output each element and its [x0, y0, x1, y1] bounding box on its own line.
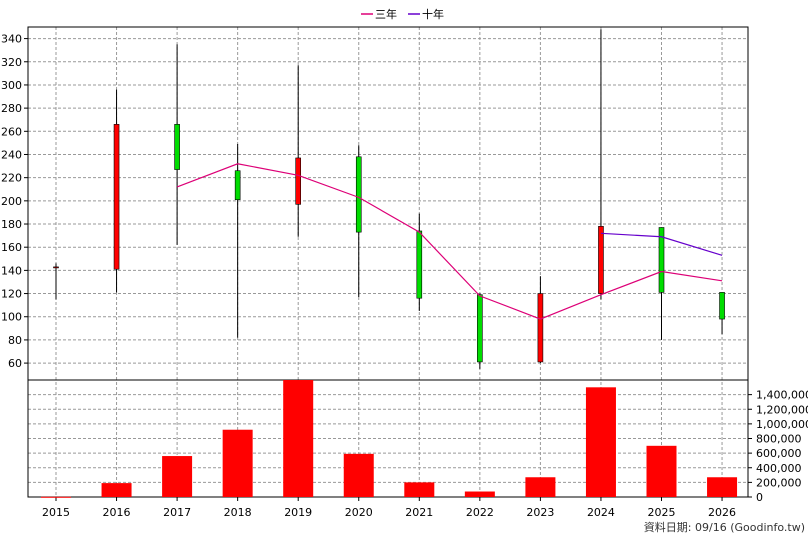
year-tick-label: 2026: [708, 506, 736, 519]
volume-bar: [404, 482, 435, 497]
candle-body: [477, 294, 483, 363]
candle-body: [719, 292, 725, 320]
volume-bar: [41, 496, 71, 498]
price-tick-label: 120: [1, 288, 22, 301]
price-tick-label: 240: [1, 148, 22, 161]
volume-bar: [464, 491, 495, 497]
price-tick-label: 80: [8, 334, 22, 347]
volume-bar: [101, 483, 132, 497]
price-tick-label: 260: [1, 125, 22, 138]
price-axis-ticks: 60 80 100 120 140 160 180 200 220 240 260 280 300 320…: [1, 33, 28, 370]
price-tick-label: 340: [1, 33, 22, 46]
year-axis-ticks: 2015 2016 2017 2018 2019 2020 2021 2022 2023 2024…: [42, 497, 736, 519]
price-tick-label: 220: [1, 172, 22, 185]
volume-bar: [646, 445, 677, 497]
candle-body: [113, 124, 120, 270]
price-tick-label: 180: [1, 218, 22, 231]
volume-tick-label: 600,000: [756, 447, 802, 460]
ma-3y-line: [176, 163, 723, 320]
year-tick-label: 2016: [103, 506, 131, 519]
volume-bar: [707, 477, 738, 497]
year-tick-label: 2024: [587, 506, 615, 519]
candle-body: [234, 170, 241, 200]
plot-border: [27, 26, 749, 498]
candle-body: [53, 266, 59, 269]
volume-tick-label: 400,000: [756, 462, 802, 475]
volume-bar: [525, 477, 556, 497]
price-tick-label: 200: [1, 195, 22, 208]
candlesticks: [53, 29, 725, 369]
year-tick-label: 2018: [224, 506, 252, 519]
candle-body: [658, 227, 665, 293]
candle-body: [416, 230, 423, 299]
volume-bar: [343, 453, 374, 497]
year-tick-label: 2023: [526, 506, 554, 519]
price-tick-label: 280: [1, 102, 22, 115]
volume-tick-label: 1,200,000: [756, 403, 808, 416]
candle-body: [295, 157, 302, 205]
volume-bar: [222, 429, 253, 497]
year-tick-label: 2020: [345, 506, 373, 519]
year-tick-label: 2021: [405, 506, 433, 519]
volume-tick-label: 1,000,000: [756, 418, 808, 431]
volume-bar: [162, 456, 193, 497]
volume-bar: [585, 387, 616, 497]
year-tick-label: 2022: [466, 506, 494, 519]
price-tick-label: 140: [1, 264, 22, 277]
plot-frame: [27, 26, 749, 498]
year-tick-label: 2017: [163, 506, 191, 519]
grid-lines: [28, 27, 748, 497]
year-tick-label: 2025: [648, 506, 676, 519]
candle-body: [174, 124, 180, 170]
moving-average-lines: [176, 163, 723, 320]
price-tick-label: 320: [1, 56, 22, 69]
ma-10y-line: [600, 232, 723, 256]
legend: 三年 十年: [361, 7, 444, 21]
volume-bars: [41, 380, 738, 498]
candle-body: [537, 293, 544, 363]
price-tick-label: 100: [1, 311, 22, 324]
data-date-footer: 資料日期: 09/16 (Goodinfo.tw): [644, 520, 805, 534]
price-tick-label: 160: [1, 241, 22, 254]
volume-tick-label: 200,000: [756, 476, 802, 489]
candle-body: [355, 156, 362, 233]
legend-label-3y: 三年: [375, 7, 397, 21]
volume-tick-label: 0: [756, 491, 763, 504]
year-tick-label: 2015: [42, 506, 70, 519]
legend-label-10y: 十年: [422, 7, 444, 21]
price-tick-label: 300: [1, 79, 22, 92]
year-tick-label: 2019: [284, 506, 312, 519]
volume-tick-label: 1,400,000: [756, 389, 808, 402]
volume-bar: [283, 380, 314, 497]
candle-body: [598, 226, 604, 294]
volume-tick-label: 800,000: [756, 433, 802, 446]
price-tick-label: 60: [8, 357, 22, 370]
